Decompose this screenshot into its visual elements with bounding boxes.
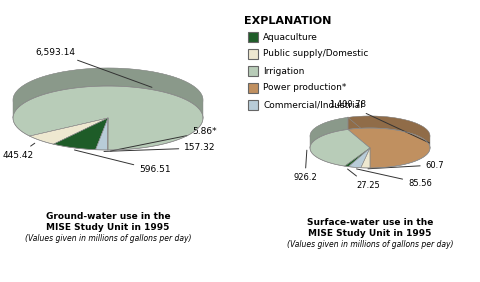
Text: 1,400.78: 1,400.78: [329, 100, 430, 143]
Text: Commercial/Industrial: Commercial/Industrial: [263, 100, 363, 109]
Text: Surface-water use in the: Surface-water use in the: [307, 218, 433, 227]
Text: MISE Study Unit in 1995: MISE Study Unit in 1995: [46, 223, 170, 232]
Text: 926.2: 926.2: [293, 150, 317, 182]
Text: 85.56: 85.56: [357, 169, 432, 188]
Text: Irrigation: Irrigation: [263, 67, 304, 76]
Polygon shape: [13, 68, 203, 118]
Text: EXPLANATION: EXPLANATION: [244, 16, 332, 26]
Ellipse shape: [310, 116, 430, 156]
Bar: [248, 100, 258, 110]
Polygon shape: [348, 116, 430, 148]
Polygon shape: [13, 86, 203, 150]
Text: 596.51: 596.51: [74, 150, 171, 175]
Text: Power production*: Power production*: [263, 83, 347, 92]
Text: 60.7: 60.7: [368, 160, 444, 169]
Text: 445.42: 445.42: [2, 143, 35, 160]
Polygon shape: [361, 148, 370, 168]
Text: 27.25: 27.25: [348, 169, 380, 190]
Bar: [248, 49, 258, 59]
Text: 5.86*: 5.86*: [110, 127, 217, 151]
Polygon shape: [310, 129, 370, 166]
Polygon shape: [348, 128, 430, 168]
Text: MISE Study Unit in 1995: MISE Study Unit in 1995: [308, 229, 432, 238]
Text: 6,593.14: 6,593.14: [35, 47, 152, 87]
Polygon shape: [30, 118, 108, 144]
Text: Ground-water use in the: Ground-water use in the: [46, 212, 170, 221]
Bar: [248, 32, 258, 42]
Bar: [248, 83, 258, 93]
Polygon shape: [348, 148, 370, 168]
Text: Public supply/Domestic: Public supply/Domestic: [263, 50, 368, 58]
Polygon shape: [345, 148, 370, 167]
Text: Aquaculture: Aquaculture: [263, 32, 318, 41]
Text: (Values given in millions of gallons per day): (Values given in millions of gallons per…: [287, 240, 453, 249]
Polygon shape: [96, 118, 108, 150]
Polygon shape: [310, 117, 348, 148]
Polygon shape: [53, 118, 108, 150]
Text: (Values given in millions of gallons per day): (Values given in millions of gallons per…: [25, 234, 191, 243]
Text: 157.32: 157.32: [104, 144, 216, 153]
Bar: [248, 66, 258, 76]
Ellipse shape: [13, 68, 203, 132]
